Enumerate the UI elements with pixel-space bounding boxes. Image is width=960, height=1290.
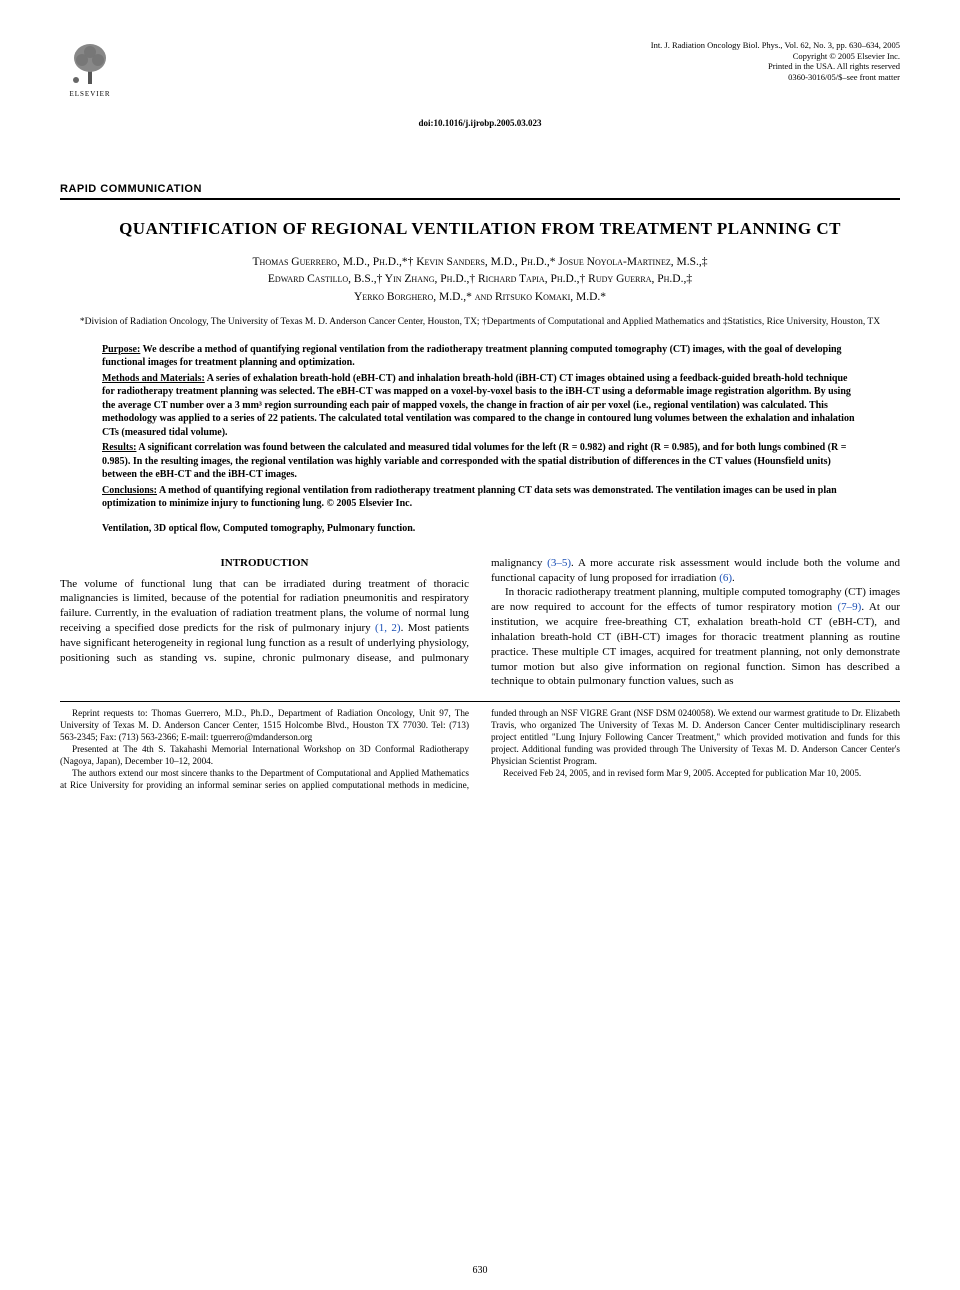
publisher-logo-text: ELSEVIER (69, 90, 110, 98)
authors-line: Edward Castillo, B.S.,† Yin Zhang, Ph.D.… (60, 271, 900, 288)
doi: doi:10.1016/j.ijrobp.2005.03.023 (60, 118, 900, 128)
article-title: QUANTIFICATION OF REGIONAL VENTILATION F… (60, 218, 900, 240)
footnote-reprint: Reprint requests to: Thomas Guerrero, M.… (60, 708, 469, 744)
header-row: ELSEVIER Int. J. Radiation Oncology Biol… (60, 40, 900, 110)
footnote-rule (60, 701, 900, 702)
abstract-conclusions-text: A method of quantifying regional ventila… (102, 485, 837, 510)
abstract-purpose: Purpose: We describe a method of quantif… (102, 343, 858, 370)
affiliations: *Division of Radiation Oncology, The Uni… (60, 316, 900, 329)
section-type-label: RAPID COMMUNICATION (60, 183, 900, 195)
ref-link[interactable]: (3–5) (547, 557, 571, 569)
abstract-conclusions-label: Conclusions: (102, 485, 157, 496)
body-text: INTRODUCTION The volume of functional lu… (60, 556, 900, 690)
abstract-methods-text: A series of exhalation breath-hold (eBH-… (102, 373, 855, 438)
abstract-purpose-label: Purpose: (102, 344, 140, 355)
intro-heading: INTRODUCTION (60, 556, 469, 571)
abstract-results-text: A significant correlation was found betw… (102, 442, 846, 480)
publisher-logo: ELSEVIER (60, 40, 120, 110)
authors-line: Thomas Guerrero, M.D., Ph.D.,*† Kevin Sa… (60, 254, 900, 271)
ref-link[interactable]: (7–9) (838, 601, 862, 613)
ref-link[interactable]: (6) (719, 572, 732, 584)
footnotes-block: Reprint requests to: Thomas Guerrero, M.… (60, 708, 900, 792)
authors-line: Yerko Borghero, M.D.,* and Ritsuko Komak… (60, 289, 900, 306)
pub-issn: 0360-3016/05/$–see front matter (651, 72, 900, 83)
abstract-block: Purpose: We describe a method of quantif… (60, 343, 900, 511)
authors-block: Thomas Guerrero, M.D., Ph.D.,*† Kevin Sa… (60, 254, 900, 306)
abstract-methods-label: Methods and Materials: (102, 373, 205, 384)
ref-link[interactable]: (1, 2) (375, 622, 401, 634)
abstract-results: Results: A significant correlation was f… (102, 441, 858, 482)
elsevier-tree-icon (68, 40, 112, 88)
publication-info: Int. J. Radiation Oncology Biol. Phys., … (651, 40, 900, 83)
pub-printed: Printed in the USA. All rights reserved (651, 61, 900, 72)
section-rule (60, 198, 900, 200)
abstract-results-label: Results: (102, 442, 136, 453)
abstract-conclusions: Conclusions: A method of quantifying reg… (102, 484, 858, 511)
pub-copyright: Copyright © 2005 Elsevier Inc. (651, 51, 900, 62)
body-paragraph: In thoracic radiotherapy treatment plann… (491, 585, 900, 689)
footnote-received: Received Feb 24, 2005, and in revised fo… (491, 768, 900, 780)
footnote-presented: Presented at The 4th S. Takahashi Memori… (60, 744, 469, 768)
pub-citation: Int. J. Radiation Oncology Biol. Phys., … (651, 40, 900, 51)
keywords: Ventilation, 3D optical flow, Computed t… (60, 523, 900, 534)
abstract-purpose-text: We describe a method of quantifying regi… (102, 344, 842, 369)
page-number: 630 (0, 1265, 960, 1276)
abstract-methods: Methods and Materials: A series of exhal… (102, 372, 858, 440)
